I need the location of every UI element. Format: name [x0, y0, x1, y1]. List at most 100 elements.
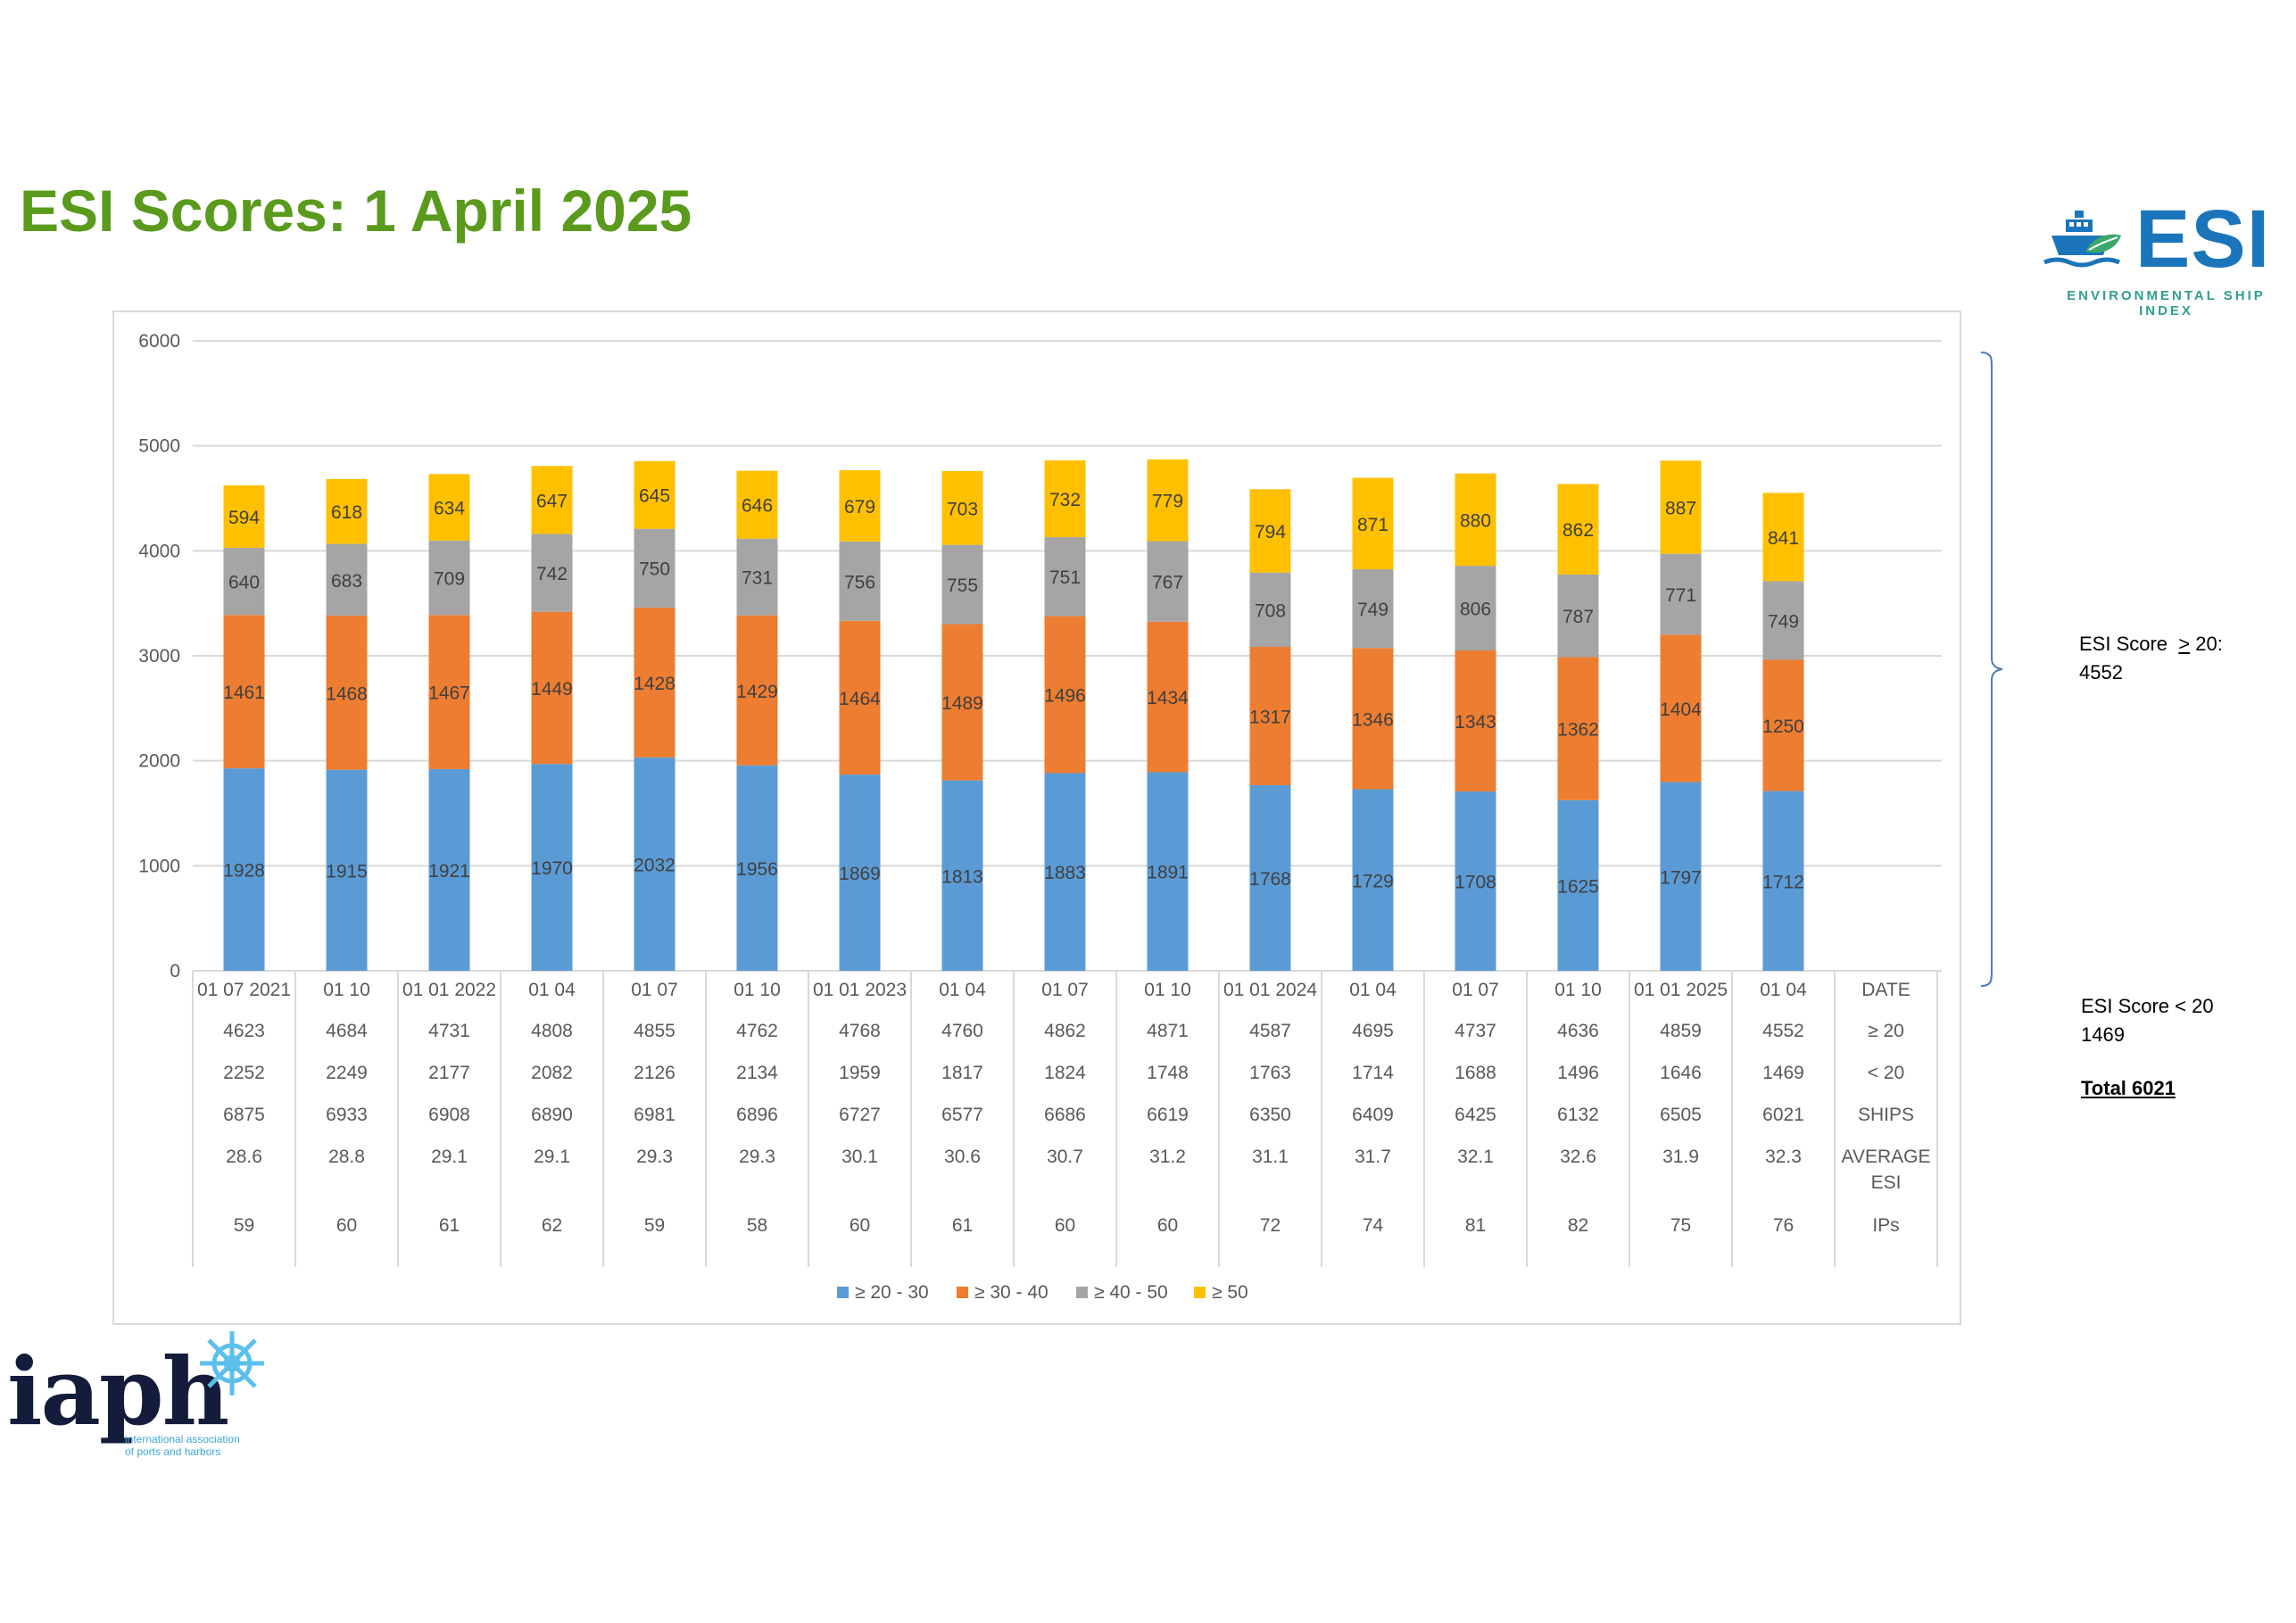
legend-swatch: [837, 1287, 849, 1298]
iaph-logo: iaph international association of ports …: [7, 1328, 275, 1462]
ge20-prefix: ESI Score: [2079, 633, 2168, 655]
x-category-label: 01 01 2022: [402, 980, 496, 1000]
data-label: 756: [844, 572, 875, 592]
table-cell: 2249: [326, 1063, 368, 1083]
table-cell: 4808: [531, 1021, 573, 1041]
bar-segment: [1147, 621, 1189, 773]
data-label: 1362: [1557, 720, 1599, 741]
data-label: 618: [331, 502, 362, 523]
bar-segment: [223, 485, 265, 548]
table-cell: 31.1: [1252, 1147, 1289, 1167]
data-label: 1768: [1249, 869, 1291, 890]
data-label: 1429: [736, 682, 778, 702]
table-cell: 1469: [1762, 1063, 1804, 1083]
table-cell: 4862: [1044, 1021, 1086, 1041]
x-category-label: 01 07: [1041, 980, 1089, 1000]
data-label: 880: [1460, 510, 1491, 531]
table-cell: 1817: [941, 1063, 983, 1083]
bar-segment: [1249, 489, 1291, 573]
table-cell: 60: [1055, 1215, 1075, 1236]
data-label: 1813: [941, 866, 983, 887]
legend-label: ≥ 20 - 30: [855, 1282, 929, 1303]
bar-segment: [223, 547, 265, 616]
data-label: 1496: [1044, 685, 1086, 706]
table-cell: 2252: [223, 1063, 265, 1083]
page-title: ESI Scores: 1 April 2025: [20, 178, 692, 244]
bar-segment: [1044, 616, 1086, 774]
data-label: 887: [1665, 498, 1696, 518]
x-category-label: 01 01 2025: [1634, 980, 1728, 1000]
data-label: 742: [536, 564, 568, 584]
bar-segment: [839, 469, 881, 542]
bar-segment: [531, 764, 573, 971]
bar-segment: [736, 538, 778, 616]
y-tick-label: 6000: [138, 331, 180, 352]
table-cell: 2082: [531, 1063, 573, 1083]
esi-logo-text: ESI: [2135, 194, 2271, 285]
data-label: 1921: [428, 861, 470, 882]
bar-segment: [223, 768, 265, 971]
table-row-label: ≥ 20: [1868, 1021, 1904, 1041]
bar-segment: [531, 611, 573, 765]
data-label: 1489: [941, 693, 983, 714]
bar-segment: [1249, 572, 1291, 647]
table-cell: 1959: [839, 1063, 881, 1083]
table-cell: 61: [952, 1215, 973, 1236]
bar-segment: [1352, 789, 1394, 971]
data-label: 771: [1665, 585, 1696, 606]
data-label: 1712: [1762, 872, 1804, 892]
table-cell: 72: [1260, 1215, 1281, 1236]
bar-segment: [1352, 648, 1394, 790]
bar-segment: [1249, 646, 1291, 785]
data-label: 750: [639, 559, 670, 580]
bar-segment: [1352, 569, 1394, 649]
table-cell: 2177: [428, 1063, 470, 1083]
data-label: 645: [639, 486, 670, 507]
data-label: 1468: [326, 683, 368, 704]
data-label: 708: [1255, 600, 1286, 621]
data-label: 1404: [1660, 700, 1702, 720]
table-cell: 31.9: [1662, 1147, 1699, 1167]
data-label: 1928: [223, 861, 265, 882]
table-cell: 2126: [634, 1063, 676, 1083]
data-label: 806: [1460, 600, 1491, 620]
table-cell: 4587: [1249, 1021, 1291, 1041]
data-label: 1883: [1044, 863, 1086, 883]
total-note: Total 6021: [2081, 1077, 2176, 1099]
bar-segment: [326, 543, 368, 616]
table-cell: 60: [1157, 1215, 1178, 1236]
bar-segment: [1762, 659, 1804, 791]
x-category-label: 01 04: [939, 980, 986, 1000]
ship-wheel-icon: [200, 1331, 264, 1395]
bar-segment: [531, 534, 573, 612]
data-label: 1797: [1660, 867, 1702, 888]
table-cell: 75: [1670, 1215, 1691, 1236]
table-cell: 61: [439, 1215, 460, 1236]
y-tick-label: 2000: [138, 751, 180, 772]
chart-frame: 0 1000 2000 3000 4000 5000 6000 1928 1461 640 594 1…: [112, 311, 1961, 1325]
data-label: 703: [947, 499, 978, 519]
legend-label: ≥ 40 - 50: [1094, 1282, 1168, 1303]
data-label: 1250: [1762, 716, 1804, 737]
data-label: 1956: [736, 859, 778, 880]
table-cell: 32.3: [1765, 1147, 1802, 1167]
table-cell: 6890: [531, 1105, 573, 1125]
table-row-label: < 20: [1868, 1063, 1904, 1083]
x-category-label: 01 07: [631, 980, 678, 1000]
bar-segment: [1147, 459, 1189, 542]
table-cell: 29.3: [739, 1147, 775, 1167]
bar-segment: [223, 615, 265, 769]
data-label: 1869: [839, 864, 881, 884]
table-cell: 6875: [223, 1105, 265, 1125]
table-cell: 4684: [326, 1021, 368, 1041]
data-label: 1467: [428, 683, 470, 704]
legend-label: ≥ 50: [1212, 1282, 1248, 1303]
bar-segment: [326, 769, 368, 971]
legend-swatch: [1076, 1287, 1088, 1298]
data-label: 647: [536, 491, 568, 511]
esi-logo-subtitle: ENVIRONMENTAL SHIP INDEX: [2067, 288, 2266, 319]
table-cell: 4859: [1660, 1021, 1702, 1041]
data-label: 1464: [839, 689, 881, 709]
table-cell: 6505: [1660, 1105, 1702, 1125]
bar-segment: [1660, 782, 1702, 971]
